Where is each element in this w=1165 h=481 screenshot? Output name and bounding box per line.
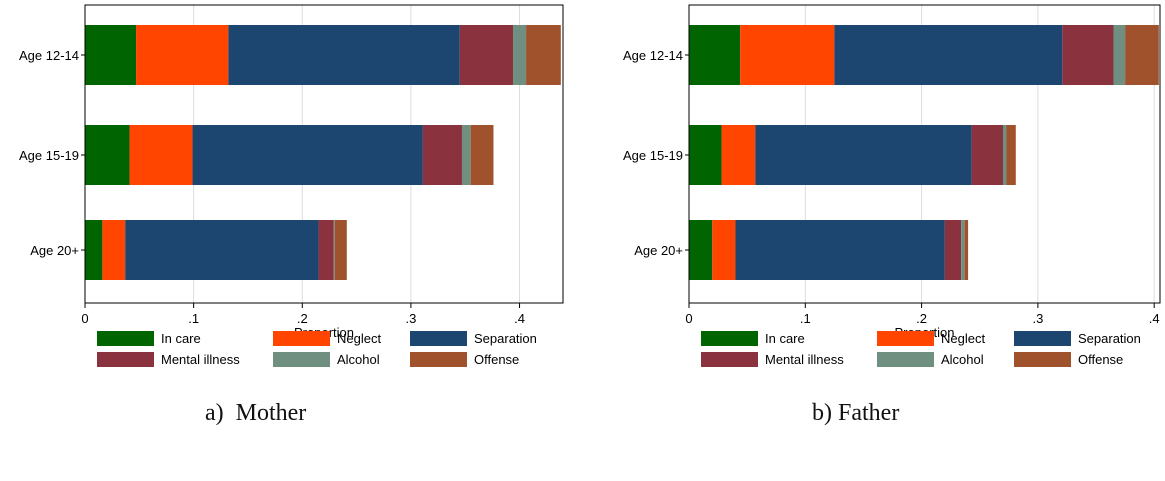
legend-label: Alcohol — [337, 352, 380, 367]
legend-label: In care — [161, 331, 201, 346]
legend-swatch — [1014, 331, 1071, 346]
bar-segment — [129, 125, 193, 185]
bar-segment — [721, 125, 756, 185]
category-label: Age 20+ — [634, 243, 683, 258]
bar-segment — [461, 125, 471, 185]
bar-segment — [1006, 125, 1016, 185]
legend-label: Mental illness — [765, 352, 844, 367]
bar-segment — [755, 125, 972, 185]
bar-segment — [422, 125, 462, 185]
bar-segment — [333, 220, 335, 280]
bar-segment — [85, 125, 130, 185]
legend-label: In care — [765, 331, 805, 346]
category-label: Age 20+ — [30, 243, 79, 258]
bar-segment — [735, 220, 945, 280]
legend-swatch — [877, 352, 934, 367]
bar-segment — [944, 220, 962, 280]
legend-swatch — [877, 331, 934, 346]
legend-swatch — [410, 352, 467, 367]
legend-swatch — [273, 331, 330, 346]
legend-label: Separation — [1078, 331, 1141, 346]
x-tick-label: .3 — [405, 311, 416, 326]
bar-segment — [125, 220, 319, 280]
bar-segment — [85, 220, 103, 280]
category-label: Age 12-14 — [19, 48, 79, 63]
bar-segment — [192, 125, 423, 185]
x-tick-label: .1 — [800, 311, 811, 326]
x-tick-label: .2 — [916, 311, 927, 326]
x-tick-label: .3 — [1032, 311, 1043, 326]
legend-label: Mental illness — [161, 352, 240, 367]
bar-segment — [964, 220, 969, 280]
bar-segment — [85, 25, 137, 85]
legend-label: Neglect — [337, 331, 381, 346]
bar-segment — [136, 25, 229, 85]
category-label: Age 12-14 — [623, 48, 683, 63]
bar-segment — [689, 220, 713, 280]
legend-label: Alcohol — [941, 352, 984, 367]
legend-label: Neglect — [941, 331, 985, 346]
legend-swatch — [97, 331, 154, 346]
legend-label: Offense — [474, 352, 519, 367]
father-caption: b) Father — [812, 400, 900, 426]
bar-segment — [526, 25, 561, 85]
x-tick-label: .1 — [188, 311, 199, 326]
legend-swatch — [410, 331, 467, 346]
bar-segment — [228, 25, 460, 85]
x-tick-label: .4 — [514, 311, 525, 326]
bar-segment — [513, 25, 527, 85]
plot-frame — [84, 4, 564, 304]
legend-swatch — [701, 331, 758, 346]
x-tick-label: 0 — [685, 311, 692, 326]
legend-swatch — [701, 352, 758, 367]
bar-segment — [971, 125, 1003, 185]
x-tick-label: .4 — [1149, 311, 1160, 326]
bar-segment — [318, 220, 334, 280]
bar-segment — [1125, 25, 1159, 85]
x-tick-label: 0 — [81, 311, 88, 326]
category-label: Age 15-19 — [623, 148, 683, 163]
bar-segment — [102, 220, 126, 280]
bar-segment — [834, 25, 1063, 85]
category-label: Age 15-19 — [19, 148, 79, 163]
bar-segment — [334, 220, 347, 280]
bar-segment — [689, 25, 741, 85]
legend-label: Separation — [474, 331, 537, 346]
legend-swatch — [1014, 352, 1071, 367]
legend-swatch — [97, 352, 154, 367]
x-tick-label: .2 — [297, 311, 308, 326]
bar-segment — [1003, 125, 1007, 185]
bar-segment — [689, 125, 722, 185]
mother-caption: a) Mother — [205, 400, 307, 426]
plot-frame — [688, 4, 1161, 304]
bar-segment — [712, 220, 736, 280]
legend-label: Offense — [1078, 352, 1123, 367]
legend-swatch — [273, 352, 330, 367]
bar-segment — [459, 25, 514, 85]
bar-segment — [1113, 25, 1126, 85]
bar-segment — [470, 125, 494, 185]
bar-segment — [961, 220, 965, 280]
bar-segment — [740, 25, 835, 85]
bar-segment — [1062, 25, 1114, 85]
